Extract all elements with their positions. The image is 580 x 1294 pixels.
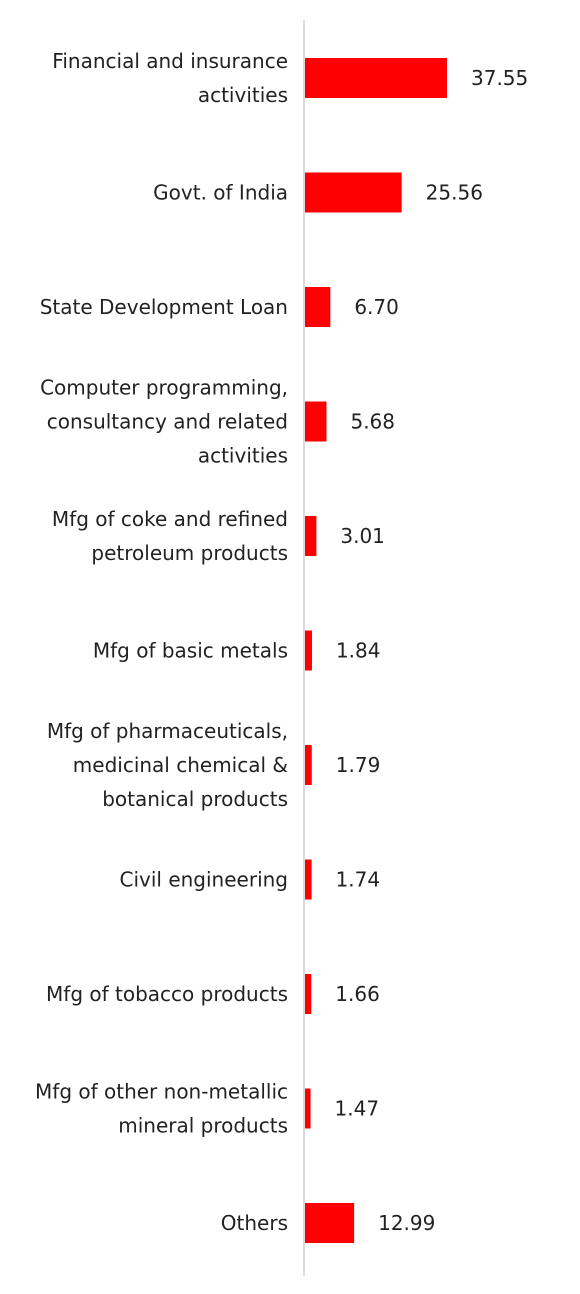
category-label-5: Mfg of basic metals bbox=[93, 639, 288, 663]
category-label-line: Mfg of tobacco products bbox=[46, 982, 288, 1006]
category-label-7: Civil engineering bbox=[120, 868, 289, 892]
bar-6 bbox=[305, 745, 312, 785]
bar-10 bbox=[305, 1203, 355, 1243]
bar-3 bbox=[305, 401, 327, 442]
category-label-6: Mfg of pharmaceuticals, medicinal chemica… bbox=[47, 719, 288, 811]
category-label-line: Financial and insurance bbox=[52, 49, 288, 73]
category-label-line: Civil engineering bbox=[120, 868, 289, 892]
category-label-8: Mfg of tobacco products bbox=[46, 982, 288, 1006]
category-label-line: activities bbox=[198, 83, 288, 107]
category-label-line: mineral products bbox=[118, 1114, 288, 1138]
category-label-line: Mfg of coke and refined bbox=[52, 507, 288, 531]
bar-5 bbox=[305, 630, 312, 671]
value-label-5: 1.84 bbox=[336, 639, 381, 663]
value-label-9: 1.47 bbox=[335, 1097, 380, 1121]
category-label-10: Others bbox=[221, 1211, 288, 1235]
bar-9 bbox=[305, 1088, 311, 1129]
category-label-line: consultancy and related bbox=[47, 410, 288, 434]
bar-2 bbox=[305, 287, 331, 327]
value-label-8: 1.66 bbox=[335, 982, 380, 1006]
category-label-line: Govt. of India bbox=[153, 181, 288, 205]
category-label-9: Mfg of other non-metallic mineral product… bbox=[35, 1080, 288, 1138]
value-label-0: 37.55 bbox=[471, 66, 528, 90]
value-label-1: 25.56 bbox=[426, 181, 483, 205]
category-label-0: Financial and insurance activities bbox=[52, 49, 288, 107]
category-label-line: botanical products bbox=[102, 787, 288, 811]
bar-1 bbox=[305, 172, 402, 213]
category-label-line: petroleum products bbox=[91, 541, 288, 565]
value-label-4: 3.01 bbox=[340, 524, 385, 548]
category-label-line: Others bbox=[221, 1211, 288, 1235]
bar-0 bbox=[305, 58, 447, 98]
category-label-line: medicinal chemical & bbox=[73, 753, 288, 777]
category-label-3: Computer programming, consultancy and rel… bbox=[40, 376, 288, 468]
value-label-10: 12.99 bbox=[378, 1211, 435, 1235]
category-label-2: State Development Loan bbox=[40, 295, 288, 319]
value-label-6: 1.79 bbox=[336, 753, 381, 777]
category-label-line: Computer programming, bbox=[40, 376, 288, 400]
bar-4 bbox=[305, 516, 317, 556]
value-label-3: 5.68 bbox=[350, 410, 395, 434]
bar-8 bbox=[305, 974, 312, 1014]
category-label-line: State Development Loan bbox=[40, 295, 288, 319]
value-label-2: 6.70 bbox=[354, 295, 399, 319]
category-label-1: Govt. of India bbox=[153, 181, 288, 205]
value-label-7: 1.74 bbox=[336, 868, 381, 892]
category-label-line: Mfg of pharmaceuticals, bbox=[47, 719, 288, 743]
category-label-4: Mfg of coke and refined petroleum product… bbox=[52, 507, 288, 565]
bar-7 bbox=[305, 859, 312, 900]
category-label-line: Mfg of basic metals bbox=[93, 639, 288, 663]
category-label-line: activities bbox=[198, 444, 288, 468]
category-label-line: Mfg of other non-metallic bbox=[35, 1080, 288, 1104]
